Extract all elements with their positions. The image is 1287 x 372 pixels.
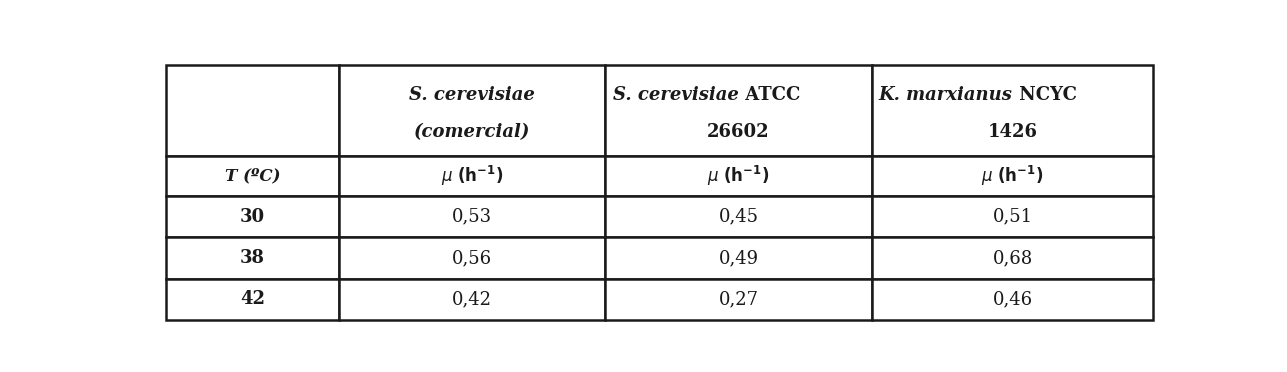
Text: NCYC: NCYC: [1013, 86, 1077, 104]
Bar: [338, 237, 605, 279]
Text: 38: 38: [239, 249, 265, 267]
Text: 42: 42: [239, 290, 265, 308]
Bar: [871, 237, 1153, 279]
Bar: [338, 279, 605, 320]
Text: ATCC: ATCC: [739, 86, 801, 104]
Bar: [166, 157, 338, 196]
Bar: [871, 196, 1153, 237]
Bar: [871, 65, 1153, 157]
Bar: [338, 157, 605, 196]
Bar: [871, 157, 1153, 196]
Bar: [605, 157, 871, 196]
Bar: [166, 65, 338, 157]
Bar: [605, 196, 871, 237]
Bar: [338, 196, 605, 237]
Text: 0,46: 0,46: [992, 290, 1032, 308]
Bar: [871, 279, 1153, 320]
Text: T (ºC): T (ºC): [224, 168, 281, 185]
Bar: [605, 279, 871, 320]
Bar: [605, 237, 871, 279]
Bar: [166, 279, 338, 320]
Text: S. cerevisiae: S. cerevisiae: [613, 86, 739, 104]
Text: 0,56: 0,56: [452, 249, 492, 267]
Text: 1426: 1426: [987, 123, 1037, 141]
Text: $\mathit{\mu}\ \mathbf{(h^{-1})}$: $\mathit{\mu}\ \mathbf{(h^{-1})}$: [441, 164, 503, 188]
Bar: [338, 65, 605, 157]
Text: 30: 30: [239, 208, 265, 226]
Text: 0,45: 0,45: [718, 208, 758, 226]
Text: $\mathit{\mu}\ \mathbf{(h^{-1})}$: $\mathit{\mu}\ \mathbf{(h^{-1})}$: [708, 164, 770, 188]
Text: 0,42: 0,42: [452, 290, 492, 308]
Text: S. cerevisiae: S. cerevisiae: [409, 86, 535, 104]
Text: 26602: 26602: [708, 123, 770, 141]
Text: 0,27: 0,27: [718, 290, 758, 308]
Text: 0,53: 0,53: [452, 208, 492, 226]
Text: 0,51: 0,51: [992, 208, 1032, 226]
Bar: [605, 65, 871, 157]
Text: 0,49: 0,49: [718, 249, 758, 267]
Bar: [166, 196, 338, 237]
Text: 0,68: 0,68: [992, 249, 1032, 267]
Bar: [166, 237, 338, 279]
Text: K. marxianus: K. marxianus: [879, 86, 1013, 104]
Text: (comercial): (comercial): [414, 123, 530, 141]
Text: $\mathit{\mu}\ \mathbf{(h^{-1})}$: $\mathit{\mu}\ \mathbf{(h^{-1})}$: [982, 164, 1044, 188]
